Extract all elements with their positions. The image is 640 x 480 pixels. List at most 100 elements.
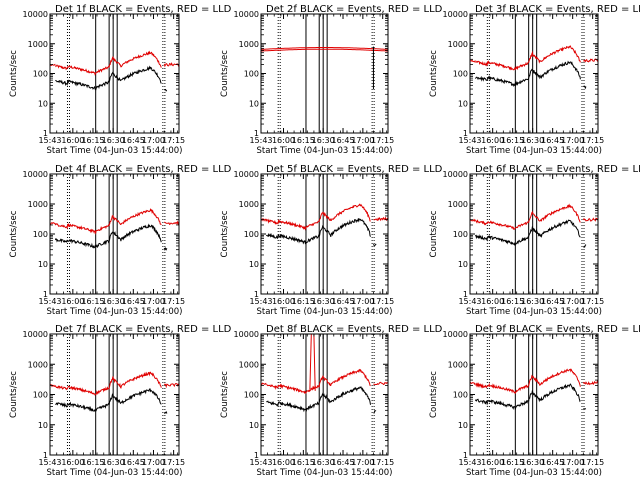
events-series-line	[54, 223, 162, 249]
panel-8: Det 8f BLACK = Events, RED = LLD 1 10 100 10…	[220, 324, 443, 478]
lld-spike-line	[309, 334, 316, 391]
events-series-line	[474, 60, 581, 87]
x-tick-label: 16:45	[331, 136, 354, 145]
y-tick-label: 10000	[234, 170, 259, 179]
x-tick-label: 17:00	[142, 297, 165, 306]
x-tick-label: 16:00	[61, 297, 84, 306]
events-series-line	[265, 218, 371, 245]
x-axis-label: Start Time (04-Jun-03 15:44:00)	[466, 146, 602, 156]
y-tick-label: 1000	[239, 40, 259, 49]
events-series-line	[474, 383, 581, 412]
lld-series-line	[373, 381, 388, 386]
lld-series-line	[54, 371, 162, 396]
x-tick-label: 16:15	[81, 297, 104, 306]
x-tick-label: 16:45	[122, 136, 145, 145]
x-tick-label: 16:30	[102, 297, 125, 306]
x-axis-label: Start Time (04-Jun-03 15:44:00)	[466, 307, 602, 317]
lld-series-line	[54, 207, 162, 235]
lld-series-line	[54, 50, 162, 76]
x-axis-label: Start Time (04-Jun-03 15:44:00)	[257, 468, 393, 478]
x-tick-label: 16:00	[481, 458, 504, 467]
panel-title: Det 3f BLACK = Events, RED = LLD	[475, 4, 640, 15]
x-tick-label: 17:15	[162, 458, 185, 467]
y-axis-label: Counts/sec	[429, 50, 439, 97]
y-axis-label: Counts/sec	[220, 50, 230, 97]
y-tick-label: 1	[463, 290, 468, 299]
plot-area	[470, 174, 598, 294]
events-series-line	[266, 386, 371, 413]
events-series-line	[373, 410, 377, 414]
lld-series-line	[261, 48, 388, 52]
x-tick-label: 17:15	[371, 136, 394, 145]
y-tick-label: 10	[38, 99, 48, 108]
panel-3: Det 3f BLACK = Events, RED = LLD 1 10 100 10…	[429, 4, 640, 156]
y-tick-label: 10	[458, 260, 468, 269]
lld-series-line	[50, 222, 56, 226]
x-tick-label: 16:00	[61, 136, 84, 145]
x-tick-label: 16:15	[81, 458, 104, 467]
x-tick-label: 16:15	[292, 297, 315, 306]
y-axis-label: Counts/sec	[9, 371, 19, 418]
panel-1: Det 1f BLACK = Events, RED = LLD 1 10 100 10…	[9, 4, 232, 156]
y-tick-label: 10	[458, 99, 468, 108]
y-axis-label: Counts/sec	[429, 371, 439, 418]
x-tick-label: 16:15	[501, 458, 524, 467]
panel-9: Det 9f BLACK = Events, RED = LLD 1 10 100 10…	[429, 324, 640, 478]
x-axis-label: Start Time (04-Jun-03 15:44:00)	[466, 468, 602, 478]
x-tick-label: 16:00	[272, 458, 295, 467]
events-series-line	[163, 410, 168, 414]
events-series-line	[582, 85, 587, 90]
x-tick-label: 16:15	[501, 297, 524, 306]
y-tick-label: 1	[254, 290, 259, 299]
x-tick-label: 15:43	[458, 136, 481, 145]
x-axis-label: Start Time (04-Jun-03 15:44:00)	[257, 307, 393, 317]
events-series-line	[164, 88, 168, 92]
y-tick-label: 10000	[23, 10, 48, 19]
y-tick-label: 10	[249, 260, 259, 269]
x-tick-label: 17:00	[561, 136, 584, 145]
x-tick-label: 17:15	[581, 297, 604, 306]
y-tick-label: 100	[33, 391, 48, 400]
y-tick-label: 100	[453, 391, 468, 400]
panel-6: Det 6f BLACK = Events, RED = LLD 1 10 100 10…	[429, 164, 640, 317]
y-axis-label: Counts/sec	[9, 50, 19, 97]
x-tick-label: 17:15	[162, 136, 185, 145]
plot-area	[50, 174, 179, 294]
events-series-line	[474, 219, 581, 247]
plot-frame	[49, 13, 180, 134]
lld-series-line	[475, 45, 581, 71]
y-tick-label: 10	[249, 421, 259, 430]
y-tick-label: 1000	[28, 360, 48, 369]
y-tick-label: 10	[249, 99, 259, 108]
events-series-line	[55, 388, 162, 412]
y-tick-label: 100	[453, 70, 468, 79]
y-axis-label: Counts/sec	[9, 210, 19, 257]
y-axis-label: Counts/sec	[220, 371, 230, 418]
y-tick-label: 10	[458, 421, 468, 430]
y-tick-label: 10000	[23, 170, 48, 179]
x-tick-label: 17:15	[371, 458, 394, 467]
plot-frame	[260, 13, 389, 134]
x-tick-label: 17:15	[371, 297, 394, 306]
y-tick-label: 10	[38, 260, 48, 269]
panel-title: Det 7f BLACK = Events, RED = LLD	[55, 324, 232, 335]
events-series-line	[55, 65, 162, 91]
x-tick-label: 16:15	[292, 458, 315, 467]
y-tick-label: 1000	[28, 200, 48, 209]
y-tick-label: 1000	[239, 200, 259, 209]
x-tick-label: 16:30	[521, 297, 544, 306]
y-axis-label: Counts/sec	[220, 210, 230, 257]
plot-area	[50, 334, 179, 455]
y-tick-label: 10000	[443, 170, 468, 179]
y-tick-label: 1000	[239, 360, 259, 369]
lld-series-line	[475, 203, 581, 230]
x-tick-label: 15:43	[458, 297, 481, 306]
events-series-line	[582, 408, 587, 411]
lld-series-line	[164, 220, 179, 226]
y-tick-label: 1	[254, 129, 259, 138]
y-tick-label: 1000	[28, 40, 48, 49]
plot-area	[261, 334, 388, 455]
y-tick-label: 100	[244, 70, 259, 79]
x-tick-label: 16:45	[331, 458, 354, 467]
lld-series-line	[261, 382, 267, 386]
